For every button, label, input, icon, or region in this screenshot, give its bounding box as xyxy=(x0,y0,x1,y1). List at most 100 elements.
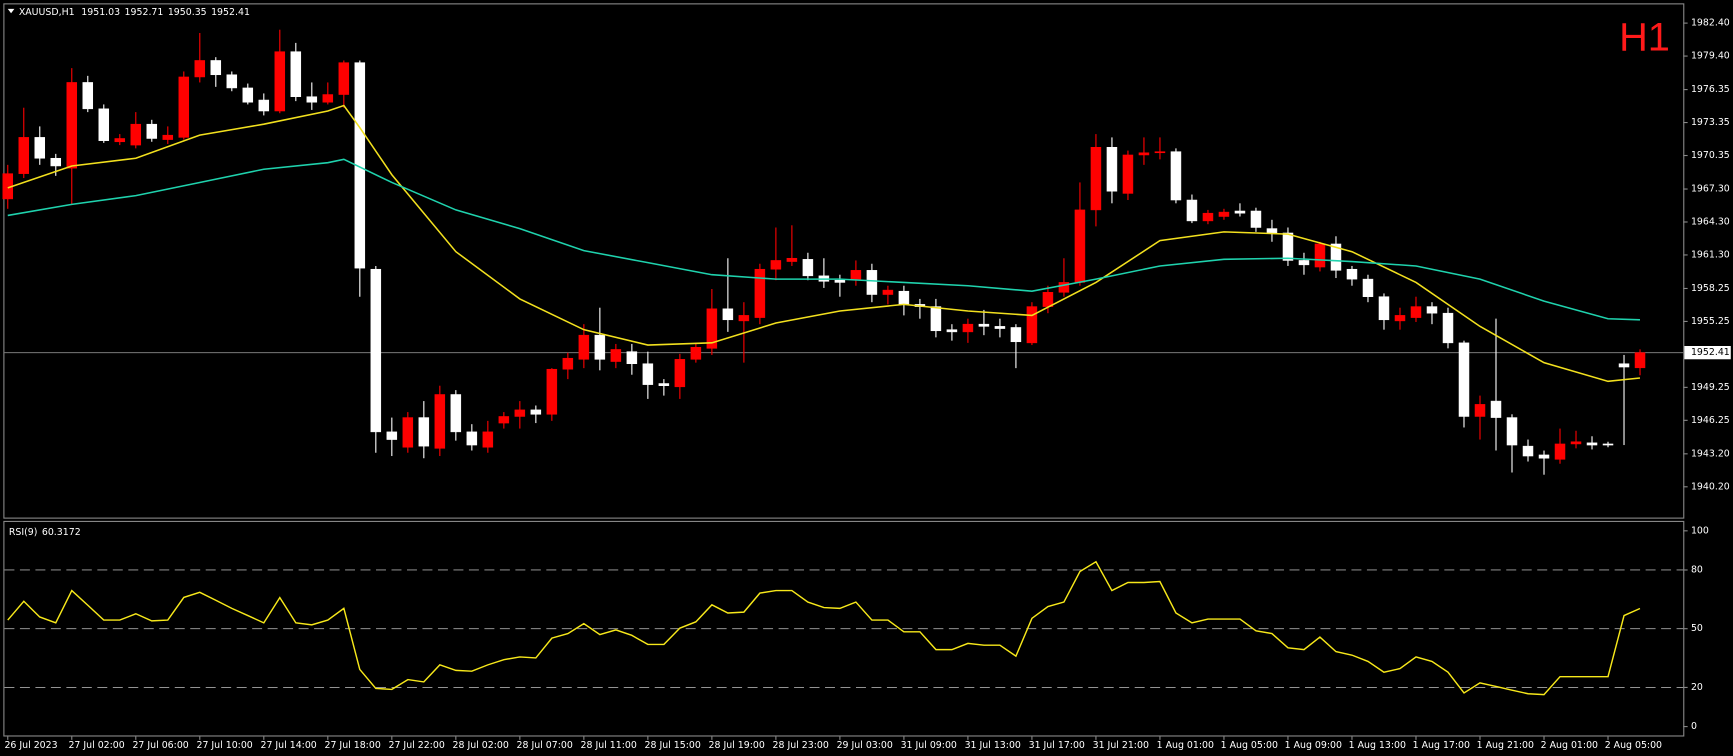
candle-body xyxy=(18,137,30,174)
candle-body xyxy=(994,326,1006,329)
candle-body xyxy=(386,431,398,440)
candle-body xyxy=(658,383,670,386)
candle-body xyxy=(1618,363,1630,368)
x-tick-label: 31 Jul 13:00 xyxy=(965,740,1021,751)
candle-body xyxy=(834,279,846,283)
candle-body xyxy=(322,94,334,103)
candle-body xyxy=(530,409,542,415)
candle-body xyxy=(50,157,62,167)
candle-body xyxy=(66,82,78,169)
candle-body xyxy=(146,123,158,139)
y-tick-label: 1949.25 xyxy=(1691,382,1730,393)
symbol: XAUUSD,H1 xyxy=(19,7,75,18)
candle-body xyxy=(466,431,478,446)
x-tick-label: 31 Jul 21:00 xyxy=(1093,740,1149,751)
candle-body xyxy=(1634,352,1646,369)
x-tick-label: 28 Jul 23:00 xyxy=(773,740,829,751)
candle-body xyxy=(338,62,350,95)
high: 1952.71 xyxy=(125,7,164,18)
x-tick-label: 28 Jul 11:00 xyxy=(581,740,637,751)
candle-body xyxy=(1602,443,1614,446)
candle-body xyxy=(98,108,110,141)
candle-body xyxy=(962,323,974,333)
x-tick-label: 1 Aug 13:00 xyxy=(1349,740,1406,751)
x-tick-label: 27 Jul 18:00 xyxy=(324,740,380,751)
candle-body xyxy=(1010,327,1022,343)
candle-body xyxy=(738,315,750,322)
candle-body xyxy=(1202,212,1214,222)
candle-body xyxy=(370,268,382,433)
x-tick-label: 1 Aug 05:00 xyxy=(1221,740,1278,751)
candle-body xyxy=(210,60,222,76)
candle-body xyxy=(258,99,270,112)
candle-body xyxy=(1154,151,1166,154)
candle-body xyxy=(1554,443,1566,460)
x-tick-label: 31 Jul 09:00 xyxy=(901,740,957,751)
y-tick-label: 1940.20 xyxy=(1691,481,1730,492)
y-tick-label: 1976.35 xyxy=(1691,84,1730,95)
candle-body xyxy=(1426,306,1438,314)
y-tick-label: 1955.25 xyxy=(1691,316,1730,327)
x-tick-label: 28 Jul 02:00 xyxy=(453,740,509,751)
candle-body xyxy=(1218,211,1230,217)
candle-body xyxy=(450,394,462,433)
candle-body xyxy=(1490,400,1502,418)
price-panel xyxy=(3,3,1685,519)
candle-body xyxy=(674,359,686,388)
moving-average xyxy=(7,104,1641,383)
candle-body xyxy=(1410,306,1422,318)
rsi-line xyxy=(7,560,1641,696)
candle-body xyxy=(1474,404,1486,417)
rsi-value: 60.3172 xyxy=(42,526,81,537)
y-tick-label: 1967.30 xyxy=(1691,184,1730,195)
y-tick-label: 1970.35 xyxy=(1691,150,1730,161)
candle-body xyxy=(722,308,734,321)
candle-body xyxy=(802,259,814,277)
candle-body xyxy=(1442,312,1454,344)
candle-body xyxy=(946,329,958,333)
candle-body xyxy=(1506,417,1518,446)
candle-body xyxy=(562,357,574,370)
x-tick-label: 27 Jul 02:00 xyxy=(68,740,124,751)
x-tick-label: 2 Aug 01:00 xyxy=(1541,740,1598,751)
candle-body xyxy=(1282,232,1294,261)
y-tick-label: 80 xyxy=(1691,564,1703,575)
y-tick-label: 1982.40 xyxy=(1691,18,1730,29)
menu-icon xyxy=(7,8,15,14)
x-tick-label: 2 Aug 05:00 xyxy=(1605,740,1662,751)
candle-body xyxy=(1522,445,1534,457)
candle-body xyxy=(546,368,558,415)
candle-body xyxy=(1170,151,1182,201)
candle-body xyxy=(82,82,94,110)
candle-body xyxy=(978,323,990,327)
candle-body xyxy=(1346,268,1358,280)
candle-body xyxy=(1458,342,1470,417)
candle-body xyxy=(706,308,718,349)
current-price-label: 1952.41 xyxy=(1691,347,1730,358)
candle-body xyxy=(306,96,318,103)
y-tick-label: 20 xyxy=(1691,682,1703,693)
candle-body xyxy=(402,417,414,448)
candle-body xyxy=(1538,454,1550,459)
candle-body xyxy=(850,270,862,280)
candle-body xyxy=(898,290,910,305)
candle-body xyxy=(642,363,654,385)
candle-body xyxy=(690,346,702,360)
rsi-header: RSI(9) 60.3172 xyxy=(9,526,81,537)
candle-body xyxy=(578,334,590,360)
x-tick-label: 29 Jul 03:00 xyxy=(837,740,893,751)
candle-body xyxy=(1122,154,1134,194)
x-tick-label: 27 Jul 22:00 xyxy=(389,740,445,751)
candle-body xyxy=(1250,210,1262,228)
timeframe-label: H1 xyxy=(1619,15,1670,59)
candle-body xyxy=(1266,228,1278,234)
candle-body xyxy=(514,409,526,417)
candle-body xyxy=(1042,292,1054,307)
candle-body xyxy=(34,137,46,159)
candle-body xyxy=(882,289,894,295)
x-tick-label: 27 Jul 06:00 xyxy=(132,740,188,751)
candle-body xyxy=(1090,146,1102,211)
candle-body xyxy=(1570,441,1582,445)
